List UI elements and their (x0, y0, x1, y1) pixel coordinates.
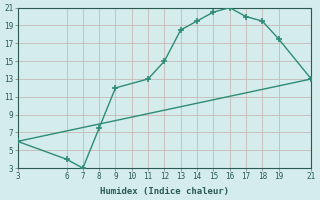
X-axis label: Humidex (Indice chaleur): Humidex (Indice chaleur) (100, 187, 229, 196)
